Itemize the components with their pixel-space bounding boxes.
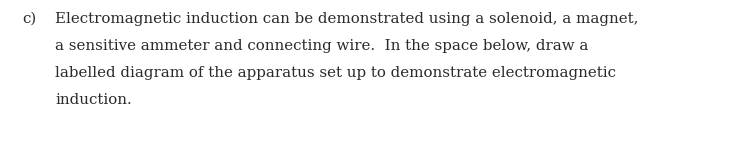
Text: Electromagnetic induction can be demonstrated using a solenoid, a magnet,: Electromagnetic induction can be demonst… [55,12,638,26]
Text: labelled diagram of the apparatus set up to demonstrate electromagnetic: labelled diagram of the apparatus set up… [55,66,616,80]
Text: a sensitive ammeter and connecting wire.  In the space below, draw a: a sensitive ammeter and connecting wire.… [55,39,588,53]
Text: c): c) [22,12,36,26]
Text: induction.: induction. [55,93,132,107]
